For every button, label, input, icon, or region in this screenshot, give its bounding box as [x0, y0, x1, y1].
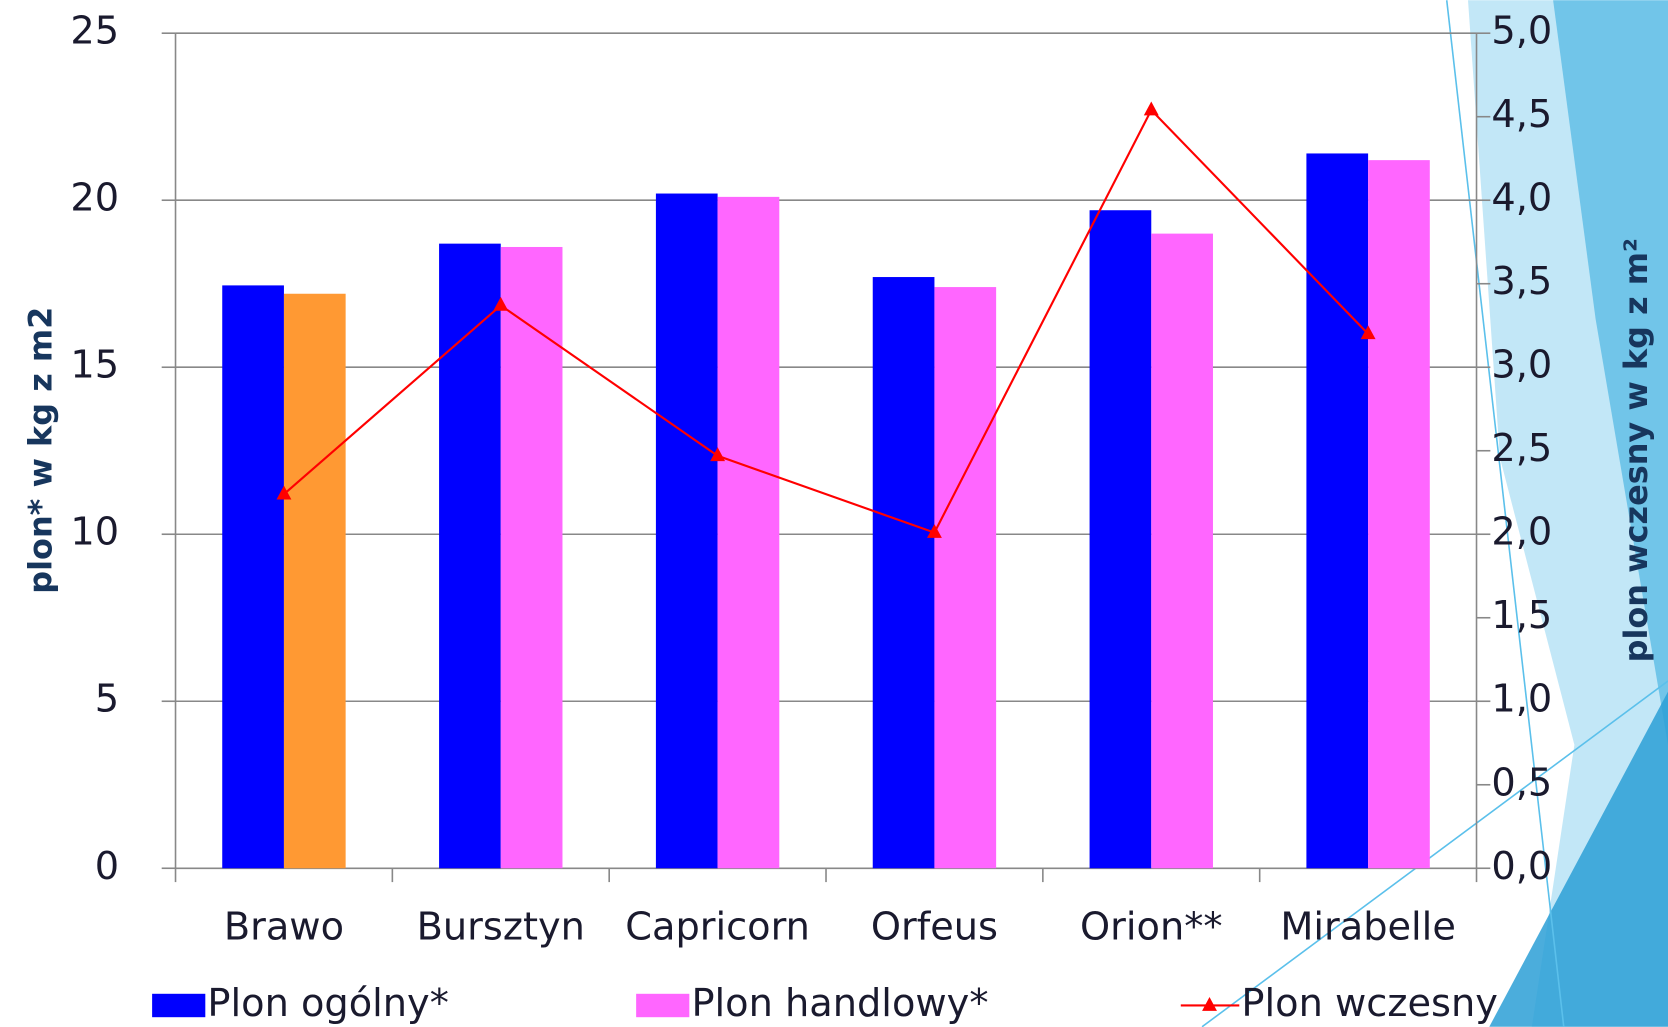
legend-swatch: [152, 994, 205, 1017]
y-tick-label: 20: [70, 176, 119, 221]
chart: plon* w kg z m2 plon wczesny w kg z m² 0…: [0, 0, 1668, 1027]
y2-tick-label: 4,0: [1491, 176, 1552, 221]
bar: [1151, 234, 1213, 869]
bar: [934, 287, 996, 868]
bar: [1368, 160, 1430, 868]
y2-tick-label: 1,5: [1491, 593, 1552, 638]
legend-label: Plon ogólny*: [207, 981, 448, 1026]
y2-tick-label: 5,0: [1491, 9, 1552, 54]
y-tick-label: 10: [70, 510, 119, 555]
y2-tick-label: 3,5: [1491, 259, 1552, 304]
bar: [501, 247, 563, 868]
y2-tick-label: 2,0: [1491, 510, 1552, 555]
x-tick-label: Mirabelle: [1280, 904, 1456, 949]
y2-axis-label: plon wczesny w kg z m²: [1617, 238, 1655, 662]
bar: [1090, 210, 1152, 868]
y2-tick-label: 3,0: [1491, 343, 1552, 388]
y2-tick-label: 0,5: [1491, 760, 1552, 805]
y2-tick-label: 0,0: [1491, 844, 1552, 889]
y-tick-label: 5: [95, 677, 119, 722]
y2-tick-label: 2,5: [1491, 426, 1552, 471]
bar: [656, 194, 718, 869]
y-tick-label: 15: [70, 343, 119, 388]
y-tick-label: 0: [95, 844, 119, 889]
x-tick-label: Bursztyn: [417, 904, 585, 949]
legend-swatch: [636, 994, 689, 1017]
legend-label: Plon handlowy*: [691, 981, 988, 1026]
bar: [873, 277, 935, 868]
decoration: [1202, 0, 1668, 1027]
y2-tick-label: 4,5: [1491, 92, 1552, 137]
x-tick-label: Orfeus: [871, 904, 998, 949]
y-axis-label: plon* w kg z m2: [22, 307, 60, 594]
x-tick-label: Capricorn: [625, 904, 810, 949]
x-tick-label: Brawo: [224, 904, 344, 949]
bar: [439, 244, 501, 869]
bar: [222, 285, 284, 868]
x-tick-label: Orion**: [1080, 904, 1222, 949]
y-tick-label: 25: [70, 9, 119, 54]
legend-marker: [1202, 997, 1217, 1011]
bar: [1306, 153, 1368, 868]
legend-label: Plon wczesny: [1241, 981, 1497, 1026]
bar: [718, 197, 780, 868]
marker: [1144, 102, 1159, 116]
y2-tick-label: 1,0: [1491, 677, 1552, 722]
bar: [284, 294, 346, 869]
